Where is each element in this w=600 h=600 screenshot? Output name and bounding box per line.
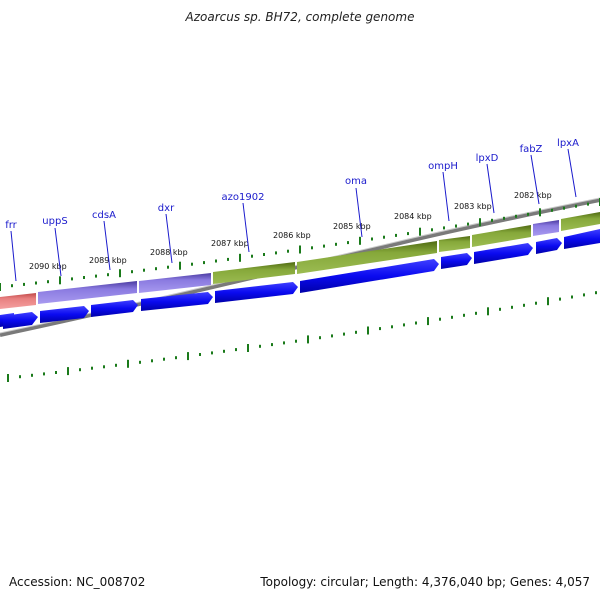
position-label: 2090 kbp [29, 262, 67, 271]
leader-line [242, 202, 250, 253]
gene-leader-lines [10, 148, 577, 282]
position-label: 2082 kbp [514, 191, 552, 200]
cds-arrow[interactable] [536, 238, 562, 254]
gene-label-omph[interactable]: ompH [428, 161, 458, 172]
cds-arrow[interactable] [91, 300, 138, 317]
gene-label-dxr[interactable]: dxr [158, 203, 175, 214]
position-label: 2084 kbp [394, 212, 432, 221]
position-label: 2085 kbp [333, 222, 371, 231]
cog-band [0, 212, 600, 309]
leader-line [442, 171, 450, 222]
cds-arrow[interactable] [441, 253, 472, 269]
cog-segment-red[interactable] [0, 293, 36, 309]
cog-segment-purple[interactable] [139, 273, 211, 293]
position-label: 2088 kbp [150, 248, 188, 257]
gene-label-lpxa[interactable]: lpxA [557, 138, 579, 149]
cog-segment-purple[interactable] [38, 281, 137, 304]
cog-segment-green[interactable] [439, 236, 470, 252]
position-labels: 2090 kbp 2089 kbp 2088 kbp 2087 kbp 2086… [29, 191, 552, 271]
leader-line [54, 227, 62, 277]
gene-label-azo1902[interactable]: azo1902 [222, 192, 265, 203]
gene-label-fabz[interactable]: fabZ [520, 144, 543, 155]
topology-label: Topology: circular; Length: 4,376,040 bp… [260, 575, 590, 589]
leader-line [567, 148, 577, 198]
gene-label-lpxd[interactable]: lpxD [476, 153, 499, 164]
cds-arrow[interactable] [3, 312, 38, 329]
position-ticks-lower [7, 291, 597, 382]
position-label: 2083 kbp [454, 202, 492, 211]
cog-segment-green[interactable] [561, 212, 600, 231]
position-label: 2089 kbp [89, 256, 127, 265]
gene-label-oma[interactable]: oma [345, 176, 367, 187]
cds-arrow[interactable] [474, 243, 533, 264]
leader-line [355, 187, 363, 238]
cog-segment-green[interactable] [213, 262, 295, 284]
gene-label-frr[interactable]: frr [5, 220, 17, 231]
leader-line [486, 163, 495, 214]
leader-line [530, 154, 540, 205]
position-label: 2086 kbp [273, 231, 311, 240]
cog-segment-green[interactable] [472, 225, 531, 247]
cds-band [0, 229, 600, 329]
gene-labels: frr uppS cdsA dxr azo1902 oma ompH lpxD … [5, 138, 579, 231]
accession-label: Accession: NC_008702 [9, 575, 146, 589]
map-title: Azoarcus sp. BH72, complete genome [185, 10, 415, 24]
leader-line [10, 230, 17, 282]
leader-line [103, 220, 111, 271]
cds-arrow[interactable] [141, 292, 213, 311]
cds-arrow[interactable] [300, 259, 439, 293]
position-ticks-upper [0, 198, 600, 291]
cog-segment-green[interactable] [297, 241, 437, 274]
cds-arrow[interactable] [40, 306, 89, 323]
cds-arrow[interactable] [564, 229, 600, 249]
position-label: 2087 kbp [211, 239, 249, 248]
cog-segment-purple[interactable] [533, 220, 559, 236]
cds-arrow[interactable] [215, 282, 298, 303]
leader-line [165, 213, 173, 264]
gene-label-upps[interactable]: uppS [42, 216, 67, 227]
gene-label-cdsa[interactable]: cdsA [92, 210, 116, 221]
